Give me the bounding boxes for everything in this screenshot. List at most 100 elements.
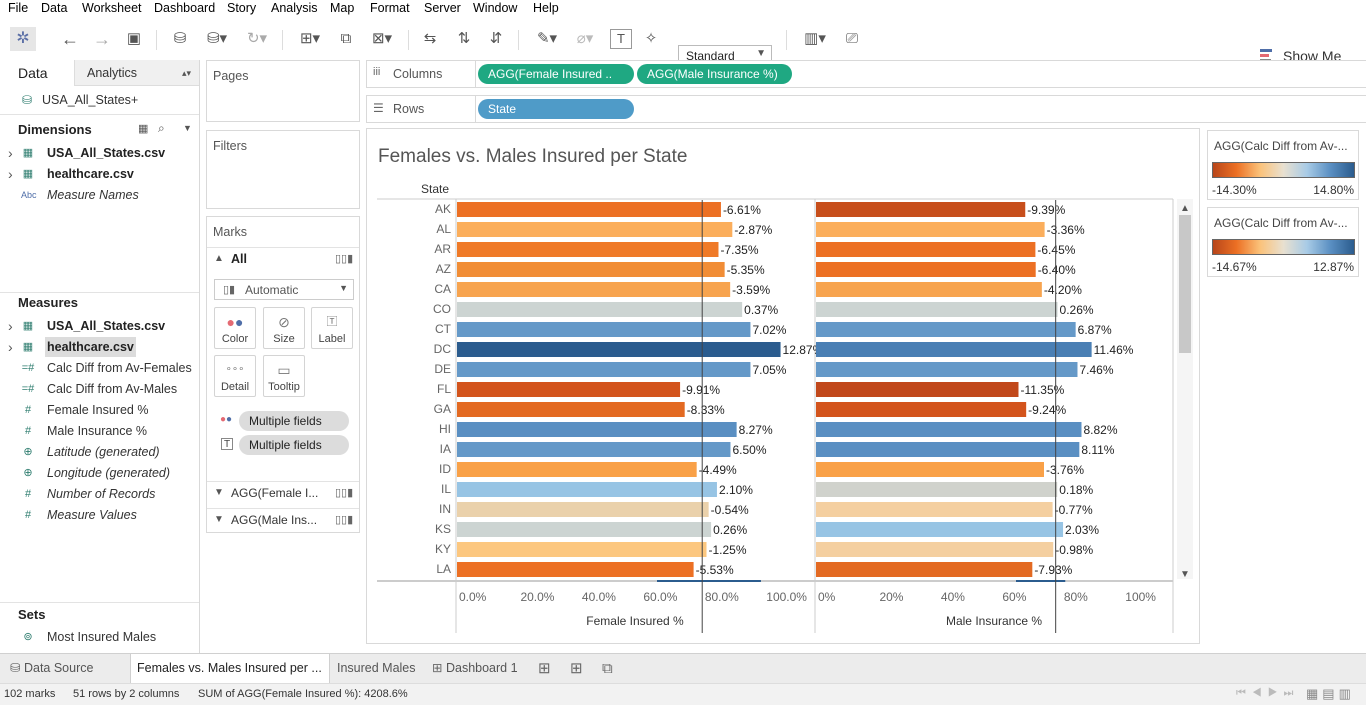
bar[interactable] xyxy=(457,242,719,257)
marks-sub-card-female[interactable]: ▼ AGG(Female I... ▯▯▮ xyxy=(207,484,359,506)
clear-sheet-icon[interactable]: ⊠▾ xyxy=(371,30,393,47)
sheet-view-icon[interactable]: ▦▤▥ xyxy=(1306,686,1355,701)
fix-axes-icon[interactable]: ✧ xyxy=(644,30,658,47)
bar[interactable] xyxy=(816,542,1054,557)
new-worksheet-icon[interactable]: ⊞▾ xyxy=(299,30,321,47)
pause-updates-icon[interactable]: ⛁▾ xyxy=(206,30,228,47)
bar[interactable] xyxy=(457,222,733,237)
bar[interactable] xyxy=(457,562,694,577)
sort-descending-icon[interactable]: ⇵ xyxy=(489,30,503,47)
tableau-logo-icon[interactable]: ✲ xyxy=(10,27,36,51)
show-mark-labels-icon[interactable]: T xyxy=(610,29,632,49)
search-icon[interactable]: ⌕ xyxy=(158,121,165,135)
swap-rows-columns-icon[interactable]: ⇆ xyxy=(423,30,437,47)
field-item[interactable]: Abc Measure Names xyxy=(0,185,199,205)
field-item[interactable]: =# Calc Diff from Av-Males xyxy=(0,379,199,399)
chevron-down-icon[interactable]: ▼ xyxy=(183,123,192,133)
bar[interactable] xyxy=(816,302,1058,317)
label-button[interactable]: 🅃 Label xyxy=(311,307,353,349)
columns-shelf[interactable]: iii Columns AGG(Female Insured .. AGG(Ma… xyxy=(366,60,1366,88)
new-dashboard-tab-icon[interactable]: ⊞ xyxy=(570,660,583,677)
bar[interactable] xyxy=(816,502,1053,517)
field-item[interactable]: # Female Insured % xyxy=(0,400,199,420)
pages-shelf[interactable]: Pages xyxy=(206,60,360,122)
tab-insured-males[interactable]: Insured Males xyxy=(331,654,422,683)
refresh-icon[interactable]: ↻▾ xyxy=(246,30,268,47)
menu-window[interactable]: Window xyxy=(473,1,518,15)
field-item[interactable]: ⊕ Longitude (generated) xyxy=(0,463,199,483)
duplicate-sheet-icon[interactable]: ⧉ xyxy=(340,30,352,47)
menu-dashboard[interactable]: Dashboard xyxy=(154,1,216,15)
bar[interactable] xyxy=(816,562,1033,577)
bar[interactable] xyxy=(457,362,751,377)
bar[interactable] xyxy=(457,342,781,357)
expand-chevron-icon[interactable]: › xyxy=(8,145,13,161)
field-item[interactable]: # Male Insurance % xyxy=(0,421,199,441)
bar[interactable] xyxy=(816,442,1080,457)
detail-button[interactable]: ∘∘∘ Detail xyxy=(214,355,256,397)
bar[interactable] xyxy=(816,422,1082,437)
field-item[interactable]: › ▦ USA_All_States.csv xyxy=(0,143,199,163)
group-members-icon[interactable]: ⌀▾ xyxy=(576,30,594,47)
bar[interactable] xyxy=(816,202,1026,217)
bar[interactable] xyxy=(816,222,1045,237)
page-nav-icon[interactable]: ⏮◀▶⏭ xyxy=(1236,687,1300,699)
expand-chevron-icon[interactable]: › xyxy=(8,339,13,355)
bar[interactable] xyxy=(816,242,1036,257)
tab-dashboard-1[interactable]: ⊞ Dashboard 1 xyxy=(426,654,524,683)
columns-pill-male[interactable]: AGG(Male Insurance %) xyxy=(637,64,792,84)
menu-map[interactable]: Map xyxy=(330,1,355,15)
filters-shelf[interactable]: Filters xyxy=(206,130,360,209)
bar[interactable] xyxy=(457,282,731,297)
field-item[interactable]: › ▦ healthcare.csv xyxy=(0,164,199,184)
new-worksheet-tab-icon[interactable]: ⊞ xyxy=(538,660,551,677)
new-datasource-icon[interactable]: ⛁ xyxy=(173,30,187,47)
field-item[interactable]: ⊚ Most Insured Males xyxy=(0,627,199,647)
undo-icon[interactable]: ← xyxy=(61,29,79,49)
bar[interactable] xyxy=(816,322,1076,337)
new-story-tab-icon[interactable]: ⧉ xyxy=(602,660,613,677)
bar[interactable] xyxy=(457,542,707,557)
mark-type-dropdown[interactable]: ▯▮ Automatic ▼ xyxy=(214,279,354,300)
bar[interactable] xyxy=(457,382,681,397)
scroll-down-icon[interactable]: ▼ xyxy=(1180,569,1190,580)
expand-chevron-icon[interactable]: › xyxy=(8,166,13,182)
field-item[interactable]: › ▦ healthcare.csv xyxy=(0,337,199,357)
scrollbar-thumb[interactable] xyxy=(1179,215,1191,353)
bar[interactable] xyxy=(457,462,697,477)
field-item[interactable]: › ▦ USA_All_States.csv xyxy=(0,316,199,336)
tooltip-button[interactable]: ▭ Tooltip xyxy=(263,355,305,397)
bar[interactable] xyxy=(816,482,1058,497)
bar[interactable] xyxy=(457,422,737,437)
tab-analytics[interactable]: Analytics ▴▾ xyxy=(74,60,199,86)
tab-menu-icon[interactable]: ▴▾ xyxy=(181,68,191,78)
bar[interactable] xyxy=(457,302,743,317)
bar[interactable] xyxy=(816,262,1036,277)
color-legend-male[interactable]: AGG(Calc Diff from Av-... -14.67% 12.87% xyxy=(1207,207,1359,277)
size-button[interactable]: ⊘ Size xyxy=(263,307,305,349)
collapse-icon[interactable]: ▲ xyxy=(214,253,224,264)
sort-ascending-icon[interactable]: ⇅ xyxy=(457,30,471,47)
bar[interactable] xyxy=(816,402,1027,417)
bar[interactable] xyxy=(457,202,721,217)
datasource-name[interactable]: USA_All_States+ xyxy=(42,93,139,107)
bar[interactable] xyxy=(457,322,751,337)
field-item[interactable]: ⊕ Latitude (generated) xyxy=(0,442,199,462)
highlight-icon[interactable]: ✎▾ xyxy=(536,30,558,47)
field-item[interactable]: =# Calc Diff from Av-Females xyxy=(0,358,199,378)
menu-data[interactable]: Data xyxy=(41,1,68,15)
bar[interactable] xyxy=(457,442,731,457)
scroll-up-icon[interactable]: ▲ xyxy=(1180,203,1190,214)
color-legend-female[interactable]: AGG(Calc Diff from Av-... -14.30% 14.80% xyxy=(1207,130,1359,200)
bar[interactable] xyxy=(816,282,1042,297)
tab-data-source[interactable]: ⛁ Data Source xyxy=(4,654,99,683)
save-icon[interactable]: ▣ xyxy=(126,30,142,47)
color-button[interactable]: ●● Color xyxy=(214,307,256,349)
view-toggle-icon[interactable]: ▦ xyxy=(138,123,149,135)
columns-pill-female[interactable]: AGG(Female Insured .. xyxy=(478,64,634,84)
bar[interactable] xyxy=(457,402,685,417)
bar[interactable] xyxy=(816,342,1092,357)
rows-shelf[interactable]: ☰ Rows State xyxy=(366,95,1366,123)
bar[interactable] xyxy=(816,522,1064,537)
menu-analysis[interactable]: Analysis xyxy=(271,1,318,15)
